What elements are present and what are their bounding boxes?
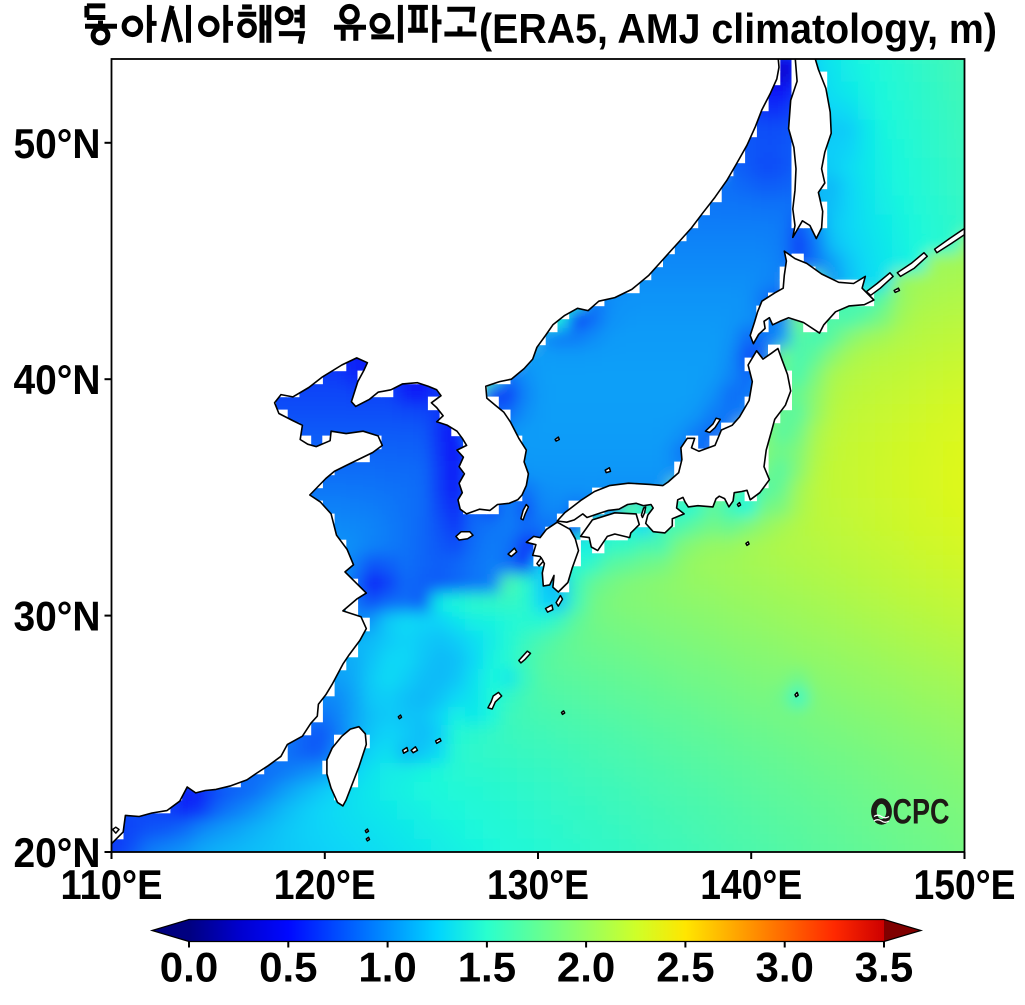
svg-text:150°E: 150°E xyxy=(914,861,1016,908)
svg-text:110°E: 110°E xyxy=(61,861,163,908)
svg-text:CPC: CPC xyxy=(893,793,950,832)
svg-text:(ERA5, AMJ climatology, m): (ERA5, AMJ climatology, m) xyxy=(479,5,997,52)
svg-text:2.0: 2.0 xyxy=(557,944,615,991)
svg-text:0.0: 0.0 xyxy=(160,944,218,991)
svg-text:140°E: 140°E xyxy=(700,861,802,908)
svg-text:20°N: 20°N xyxy=(14,829,101,876)
svg-text:30°N: 30°N xyxy=(14,593,101,640)
svg-text:0.5: 0.5 xyxy=(259,944,317,991)
svg-text:1.5: 1.5 xyxy=(458,944,516,991)
svg-text:130°E: 130°E xyxy=(487,861,589,908)
svg-text:3.5: 3.5 xyxy=(855,944,913,991)
svg-text:3.0: 3.0 xyxy=(756,944,814,991)
svg-text:50°N: 50°N xyxy=(14,120,101,167)
svg-text:40°N: 40°N xyxy=(14,356,101,403)
svg-text:1.0: 1.0 xyxy=(358,944,416,991)
svg-text:2.5: 2.5 xyxy=(656,944,714,991)
svg-text:120°E: 120°E xyxy=(274,861,376,908)
